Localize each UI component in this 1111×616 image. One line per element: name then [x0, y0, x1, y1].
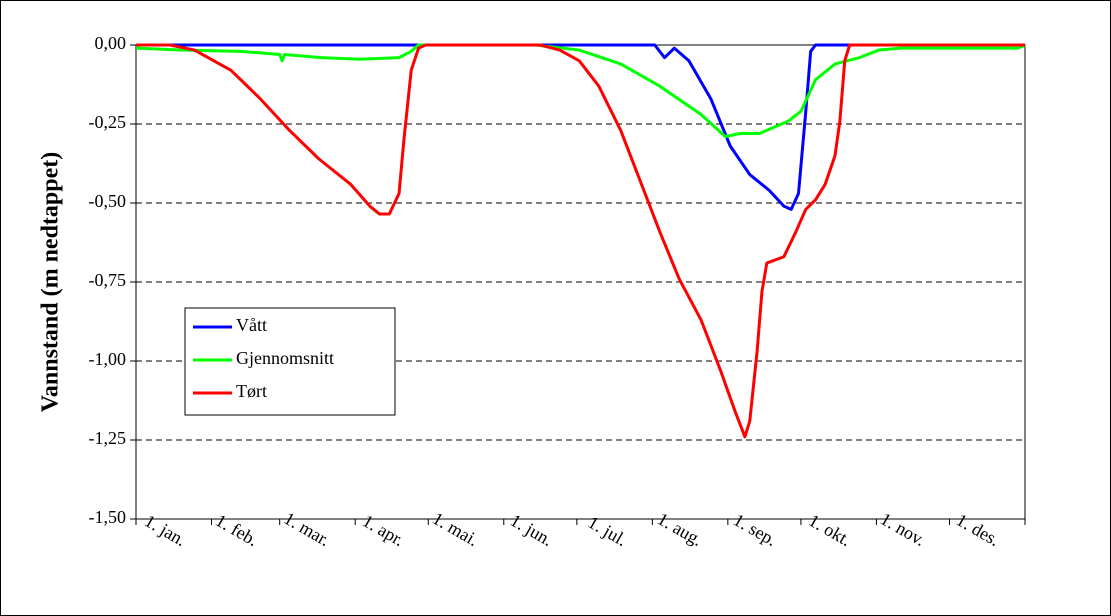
legend: Vått Gjennomsnitt Tørt	[184, 307, 396, 416]
line-series	[136, 43, 1025, 211]
legend-label: Vått	[236, 315, 267, 335]
line-series	[135, 43, 1026, 139]
y-tick-label: -0,50	[89, 191, 127, 211]
y-tick-label: -1,25	[89, 428, 127, 448]
y-tick-label: -0,75	[89, 270, 127, 290]
line-series	[136, 43, 1025, 439]
y-tick-label: -0,25	[89, 112, 127, 132]
legend-label: Gjennomsnitt	[236, 348, 334, 368]
y-tick-label: -1,50	[89, 507, 127, 527]
y-tick-label: 0,00	[95, 33, 127, 53]
y-axis-title: Vannstand (m nedtappet)	[38, 152, 64, 413]
legend-label: Tørt	[236, 381, 267, 401]
y-tick-label: -1,00	[89, 349, 127, 369]
